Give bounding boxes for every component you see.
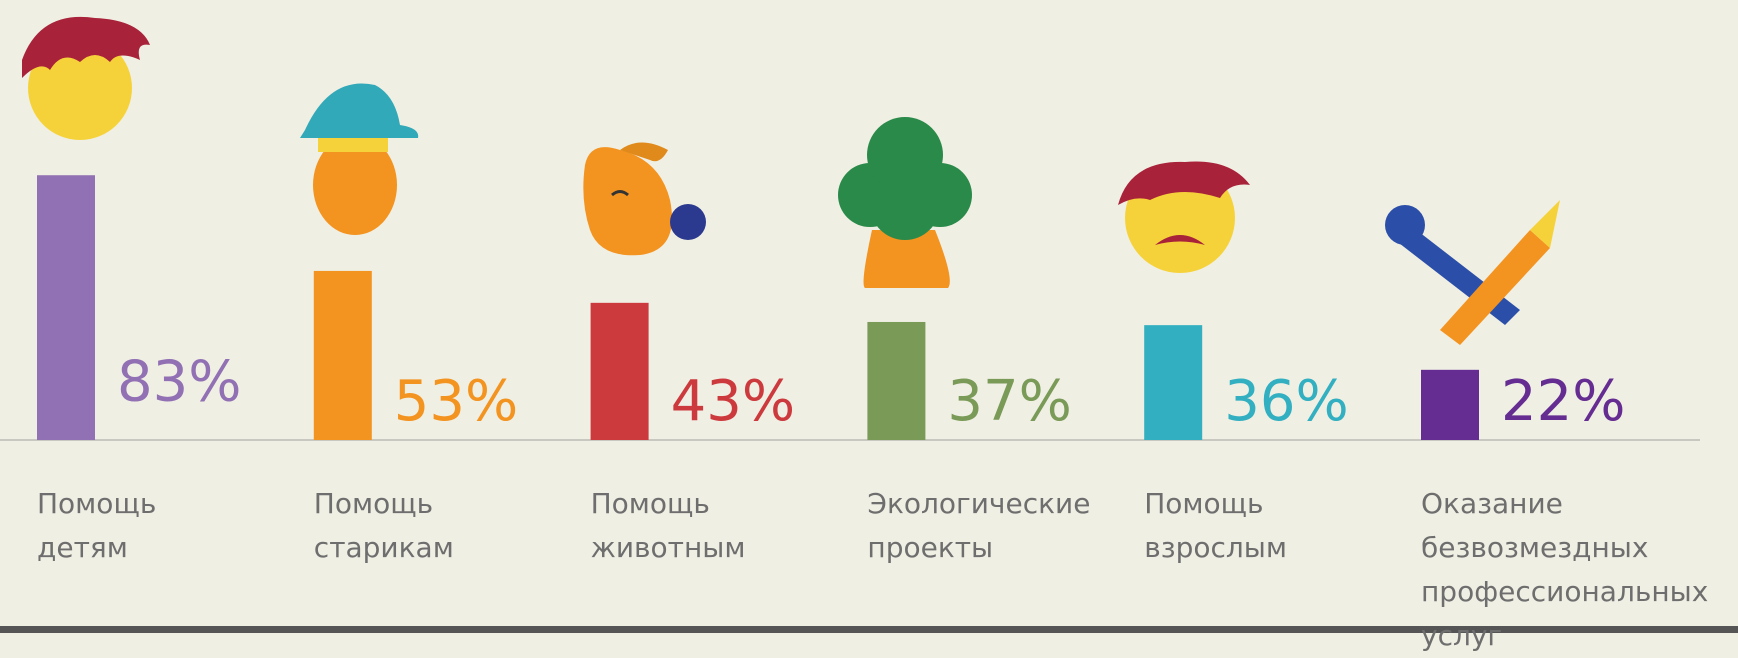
bar bbox=[590, 302, 649, 440]
icon-adult bbox=[1118, 161, 1250, 273]
category-label: Помощь взрослым bbox=[1144, 487, 1288, 564]
category-label: Экологические проекты bbox=[867, 487, 1091, 564]
icon-tools bbox=[1385, 200, 1560, 345]
category-label: Помощь детям bbox=[37, 487, 157, 564]
value-label: 37% bbox=[947, 369, 1071, 434]
value-label: 22% bbox=[1501, 369, 1625, 434]
bar bbox=[867, 321, 926, 440]
category-label: Помощь старикам bbox=[313, 487, 454, 564]
bar bbox=[313, 270, 372, 440]
icon-elder bbox=[300, 83, 419, 235]
category-label: Помощь животным bbox=[590, 487, 746, 564]
value-label: 36% bbox=[1224, 369, 1348, 434]
bar bbox=[1144, 325, 1203, 440]
chart: 83% 53% 43% 37% 36% 22% bbox=[0, 16, 1700, 441]
icon-tree bbox=[838, 117, 972, 288]
value-label: 53% bbox=[394, 369, 518, 434]
value-label: 43% bbox=[671, 369, 795, 434]
value-label: 83% bbox=[117, 349, 241, 414]
bar bbox=[1421, 369, 1479, 440]
category-label: Оказание безвозмездных профессиональных … bbox=[1421, 487, 1709, 652]
bar bbox=[37, 175, 95, 441]
icon-child bbox=[22, 16, 150, 140]
page: {"chart_data": {"type": "bar", "categori… bbox=[0, 16, 1738, 652]
icon-dog bbox=[583, 142, 706, 256]
bottom-rule bbox=[0, 626, 1738, 633]
